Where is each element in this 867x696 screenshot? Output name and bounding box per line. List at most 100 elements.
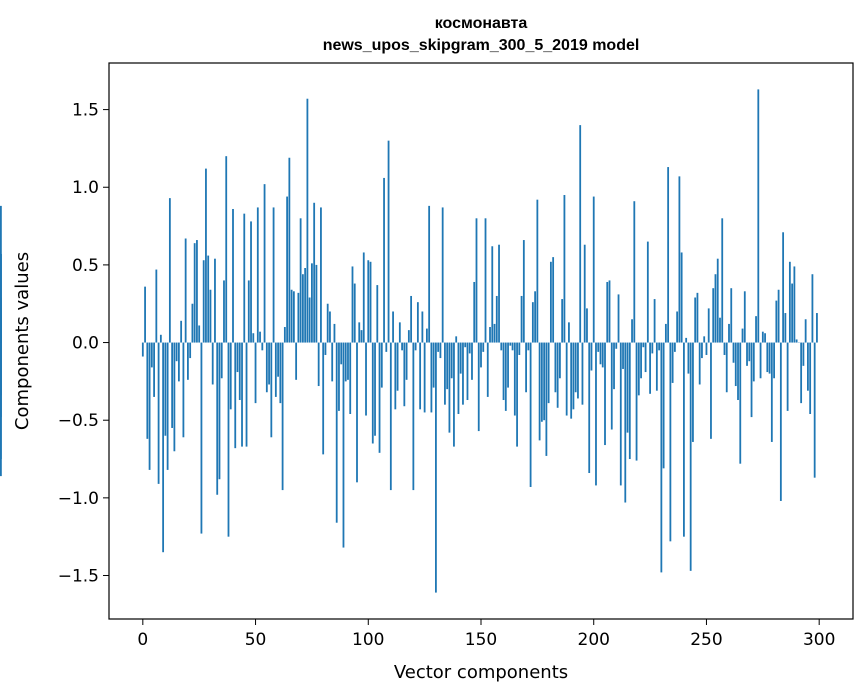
bar-168 — [520, 295, 523, 343]
bar-29 — [207, 255, 210, 343]
bar-285 — [784, 313, 787, 343]
bar-undefined — [0, 308, 2, 343]
bar-22 — [191, 303, 194, 343]
bar-119 — [410, 295, 413, 343]
bar-122 — [416, 302, 419, 343]
bar-294 — [804, 319, 807, 343]
bar-81 — [324, 342, 327, 355]
bar-193 — [577, 342, 579, 399]
bar-255 — [716, 258, 719, 343]
bar-282 — [777, 289, 780, 343]
bar-200 — [592, 196, 595, 343]
bar-60 — [277, 342, 279, 377]
bar-173 — [531, 302, 534, 343]
bar-192 — [574, 342, 577, 393]
bar-9 — [162, 342, 165, 553]
bar-262 — [732, 342, 735, 363]
bar-93 — [351, 266, 354, 343]
bar-158 — [498, 244, 500, 343]
bar-157 — [495, 295, 498, 343]
bar-216 — [628, 342, 631, 460]
bar-54 — [263, 184, 266, 343]
bar-55 — [265, 342, 268, 393]
bar-188 — [565, 342, 568, 416]
bar-217 — [631, 319, 633, 343]
bar-63 — [283, 327, 286, 343]
bar-254 — [714, 274, 717, 343]
bar-118 — [407, 330, 410, 343]
y-axis-ticks: −1.5 −1.0 −0.5 0.0 0.5 1.0 1.5 — [58, 101, 109, 587]
bar-257 — [721, 218, 724, 343]
y-tick-label: 1.5 — [72, 101, 99, 121]
bar-1 — [144, 286, 146, 343]
bar-261 — [730, 288, 733, 343]
bar-141 — [459, 342, 462, 374]
bar-176 — [538, 342, 541, 441]
bar-134 — [444, 342, 446, 405]
bar-238 — [678, 176, 681, 343]
bar-170 — [525, 342, 527, 393]
bar-31 — [211, 342, 214, 385]
bar-210 — [615, 342, 618, 349]
bar-143 — [464, 342, 467, 348]
bar-42 — [236, 342, 239, 373]
bar-184 — [556, 342, 559, 408]
bar-129 — [432, 342, 435, 388]
bar-53 — [261, 342, 264, 351]
bar-171 — [527, 342, 530, 351]
bar-295 — [807, 342, 809, 391]
bar-30 — [209, 289, 212, 343]
bar-292 — [800, 342, 803, 404]
bar-144 — [466, 342, 469, 401]
bar-247 — [698, 342, 701, 385]
bar-252 — [710, 342, 712, 439]
bar-135 — [446, 342, 449, 390]
bar-276 — [764, 333, 766, 343]
bar-108 — [385, 342, 388, 352]
bar-111 — [392, 311, 394, 343]
bar-112 — [394, 342, 397, 410]
bar-4 — [150, 342, 153, 368]
y-axis-label: Components values — [12, 252, 33, 430]
bar-114 — [398, 322, 401, 343]
bar-21 — [189, 342, 192, 359]
bar-84 — [331, 342, 334, 382]
bar-233 — [667, 167, 670, 343]
bar-109 — [387, 140, 390, 343]
bar-189 — [568, 322, 570, 343]
bar-156 — [493, 323, 496, 343]
bar-139 — [455, 336, 458, 343]
bar-132 — [439, 342, 442, 359]
bar-183 — [554, 342, 557, 393]
bar-6 — [155, 269, 158, 343]
bar-28 — [205, 168, 207, 343]
bar-182 — [552, 257, 555, 343]
bar-279 — [770, 342, 773, 442]
bar-167 — [518, 342, 521, 355]
bar-154 — [489, 327, 491, 343]
x-tick-label: 200 — [578, 630, 610, 650]
bar-264 — [737, 342, 739, 401]
bar-245 — [694, 297, 697, 343]
bar-97 — [360, 330, 363, 343]
bar-125 — [423, 342, 426, 413]
bar-undefined — [0, 254, 2, 343]
bar-113 — [396, 342, 399, 391]
bar-85 — [333, 323, 336, 343]
bar-19 — [184, 238, 187, 343]
bar-152 — [484, 218, 487, 343]
bar-208 — [610, 342, 613, 430]
bar-175 — [536, 199, 539, 343]
bar-290 — [795, 339, 798, 343]
bar-190 — [570, 342, 573, 419]
bar-177 — [540, 342, 543, 422]
bar-275 — [761, 331, 764, 343]
chart-subtitle: news_upos_skipgram_300_5_2019 model — [323, 37, 640, 54]
bar-241 — [685, 337, 688, 343]
bar-76 — [313, 202, 316, 343]
bar-92 — [349, 342, 352, 414]
bar-17 — [180, 320, 183, 343]
bar-281 — [775, 300, 778, 343]
bar-86 — [335, 342, 338, 523]
